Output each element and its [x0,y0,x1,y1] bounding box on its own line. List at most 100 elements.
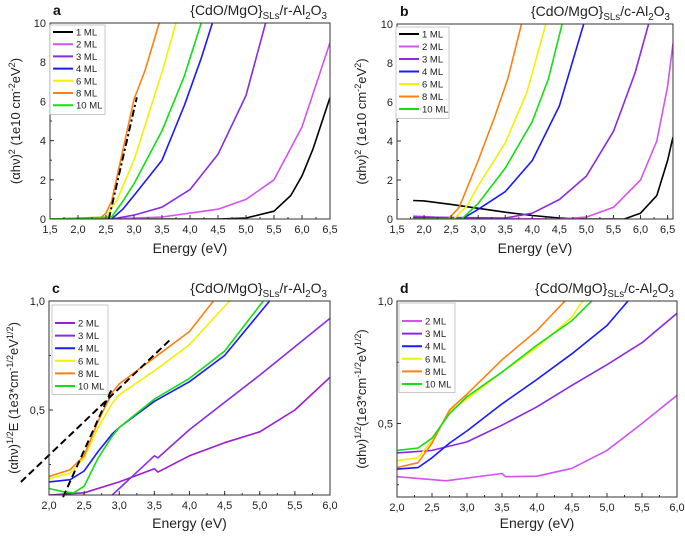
legend-label: 6 ML [76,76,97,87]
x-tick-label: 5,5 [266,224,281,236]
series-line-1-ml [413,136,673,219]
x-tick-label: 4,5 [210,224,225,236]
text-segment: ) [8,58,23,62]
x-axis-label: Energy (eV) [153,240,228,256]
legend-label: 8 ML [78,369,99,380]
text-segment: /c-Al [620,3,648,19]
legend-label: 2 ML [76,40,97,51]
series-line-10-ml [413,24,563,219]
text-segment: 2 [652,289,657,300]
panel-b: 1,5 2,0 2,5 3,0 3,5 4,0 4,5 5,0 5,5 6,0 6,5 0 2 4 6 8 10… [353,3,675,256]
text-segment: 2 [305,11,310,22]
panel-letter: b [400,3,409,19]
legend-label: 6 ML [422,80,443,91]
text-segment: O [654,3,665,19]
text-segment: O [311,280,322,296]
x-tick-label: 2,0 [70,224,85,236]
x-tick-label: 1,5 [42,224,57,236]
text-segment: SLs [603,12,620,23]
text-segment: O [311,2,322,18]
text-segment: (αhν) [8,154,23,184]
panel-title: {CdO/MgO}SLs/c-Al2O3 [531,3,671,23]
text-segment: 2 [353,150,363,155]
legend-label: 1 ML [76,28,97,39]
text-segment: ) [354,329,369,333]
text-segment: -2 [7,83,17,91]
x-tick-label: 5,5 [287,500,302,512]
x-axis-label: Energy (eV) [500,515,575,531]
legend-label: 8 ML [425,367,446,378]
text-segment: eV [8,67,23,83]
series-line-8-ml [397,301,566,469]
series-line-4-ml [111,23,214,219]
y-axis-label: (αhν)1/2(1e3*cm-1/2eV1/2) [353,329,369,469]
x-tick-label: 6,5 [660,224,675,236]
panel-title: {CdO/MgO}SLs/c-Al2O3 [535,280,675,300]
x-tick-label: 6,0 [322,500,337,512]
text-segment: {CdO/MgO} [190,280,263,296]
panel-letter: a [53,2,61,18]
panel-a: 1,5 2,0 2,5 3,0 3,5 4,0 4,5 5,0 5,5 6,0 6,5 0 2 4 6 8 10… [7,2,338,256]
text-segment: 2 [7,62,17,67]
legend-label: 10 ML [78,382,104,393]
x-tick-label: 2,5 [76,500,91,512]
text-segment: 1/2 [353,426,363,439]
series-line-1-ml [50,97,330,219]
legend-label: 4 ML [425,342,446,353]
x-tick-label: 4,0 [529,502,544,514]
text-segment: eV [354,346,369,362]
panel-c: 2,0 2,5 3,0 3,5 4,0 4,5 5,0 5,5 6,0 0,5 1,0 2 ML3 M… [5,280,338,531]
series-line-3-ml [111,23,267,219]
series-line-10-ml [50,23,202,219]
x-tick-label: 5,0 [238,224,253,236]
panel-letter: d [400,280,409,296]
legend-label: 2 ML [78,319,99,330]
legend-label: 2 ML [422,42,443,53]
series-line-4-ml [397,301,629,470]
x-tick-label: 2,5 [443,224,458,236]
legend-label: 2 ML [425,317,446,328]
text-segment: 3 [669,289,675,300]
x-tick-label: 5,5 [606,224,621,236]
text-segment: ) [354,58,369,62]
x-tick-label: 3,5 [494,502,509,514]
text-segment: 2 [305,289,310,300]
series-line-6-ml [397,301,584,462]
y-tick-label: 0,5 [30,405,45,417]
x-tick-label: 6,5 [322,224,337,236]
y-tick-label: 2 [40,175,46,187]
legend-label: 4 ML [422,67,443,78]
text-segment: -1/2 [5,355,15,371]
text-segment: 1/2 [5,326,15,339]
x-tick-label: 4,0 [182,500,197,512]
y-tick-label: 10 [34,18,46,30]
text-segment: eV [354,67,369,83]
x-tick-label: 6,0 [669,502,684,514]
series-line-10-ml [397,301,593,452]
x-tick-label: 3,0 [459,502,474,514]
text-segment: 2 [353,63,363,68]
fit-line-overlay [62,387,114,498]
series-line-8-ml [49,301,215,478]
legend: 2 ML3 ML 4 ML6 ML 8 ML 10 ML [398,302,456,393]
legend: 2 ML3 ML 4 ML6 ML 8 ML 10 ML [51,304,109,395]
x-tick-label: 2,0 [416,224,431,236]
text-segment: /c-Al [624,280,652,296]
text-segment: (αhν) [6,444,21,474]
text-segment: O [658,280,669,296]
legend-label: 8 ML [76,89,97,100]
legend-label: 4 ML [76,64,97,75]
text-segment: SLs [263,11,280,22]
text-segment: 3 [665,12,671,23]
x-tick-label: 2,5 [424,502,439,514]
legend-label: 10 ML [425,380,451,391]
x-tick-label: 4,5 [217,500,232,512]
series-line-2-ml [105,42,330,219]
y-tick-label: 0 [40,214,46,226]
x-tick-label: 4,5 [564,502,579,514]
y-tick-label: 6 [40,96,46,108]
series-group [49,301,330,495]
